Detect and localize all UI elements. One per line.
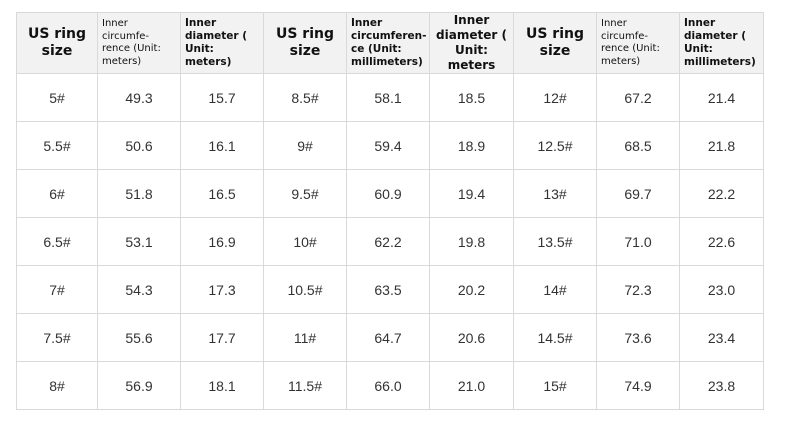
table-cell: 72.3: [596, 265, 680, 314]
header-cell: Inner diameter ( Unit: meters: [429, 12, 514, 74]
ring-size-table: US ring size Inner circumfe-rence (Unit:…: [16, 12, 764, 410]
table-cell: 16.1: [180, 121, 264, 170]
table-cell: 7.5#: [16, 313, 98, 362]
table-cell: 69.7: [596, 169, 680, 218]
table-cell: 21.0: [429, 361, 514, 410]
table-cell: 11#: [263, 313, 347, 362]
header-cell: Inner diameter ( Unit: millimeters): [679, 12, 764, 74]
table-row: 6.5# 53.1 16.9 10# 62.2 19.8 13.5# 71.0 22.6: [16, 217, 764, 266]
table-cell: 49.3: [97, 73, 181, 122]
table-cell: 9#: [263, 121, 347, 170]
table-row: 7.5# 55.6 17.7 11# 64.7 20.6 14.5# 73.6 23.4: [16, 313, 764, 362]
table-cell: 59.4: [346, 121, 430, 170]
table-cell: 9.5#: [263, 169, 347, 218]
table-cell: 68.5: [596, 121, 680, 170]
table-cell: 8#: [16, 361, 98, 410]
table-cell: 22.2: [679, 169, 764, 218]
header-cell: Inner circumfe-rence (Unit: meters): [97, 12, 181, 74]
table-cell: 16.9: [180, 217, 264, 266]
table-row: 5# 49.3 15.7 8.5# 58.1 18.5 12# 67.2 21.4: [16, 73, 764, 122]
header-cell: US ring size: [263, 12, 347, 74]
table-cell: 22.6: [679, 217, 764, 266]
table-cell: 56.9: [97, 361, 181, 410]
table-cell: 20.2: [429, 265, 514, 314]
table-cell: 10#: [263, 217, 347, 266]
table-cell: 55.6: [97, 313, 181, 362]
header-cell: US ring size: [16, 12, 98, 74]
table-cell: 5.5#: [16, 121, 98, 170]
table-cell: 74.9: [596, 361, 680, 410]
table-cell: 17.7: [180, 313, 264, 362]
table-body: 5# 49.3 15.7 8.5# 58.1 18.5 12# 67.2 21.4 5.5# 50.…: [16, 73, 764, 410]
table-cell: 23.8: [679, 361, 764, 410]
table-cell: 18.9: [429, 121, 514, 170]
table-cell: 54.3: [97, 265, 181, 314]
table-cell: 15.7: [180, 73, 264, 122]
table-cell: 8.5#: [263, 73, 347, 122]
table-container: US ring size Inner circumfe-rence (Unit:…: [16, 12, 764, 410]
table-cell: 19.8: [429, 217, 514, 266]
table-cell: 67.2: [596, 73, 680, 122]
header-cell: Inner circumfe-rence (Unit: meters): [596, 12, 680, 74]
table-cell: 20.6: [429, 313, 514, 362]
table-row: 6# 51.8 16.5 9.5# 60.9 19.4 13# 69.7 22.2: [16, 169, 764, 218]
table-cell: 71.0: [596, 217, 680, 266]
table-cell: 58.1: [346, 73, 430, 122]
table-cell: 11.5#: [263, 361, 347, 410]
table-cell: 60.9: [346, 169, 430, 218]
table-cell: 50.6: [97, 121, 181, 170]
table-cell: 13.5#: [513, 217, 597, 266]
header-cell: Inner diameter ( Unit: meters): [180, 12, 264, 74]
table-cell: 63.5: [346, 265, 430, 314]
table-cell: 12.5#: [513, 121, 597, 170]
table-cell: 5#: [16, 73, 98, 122]
table-cell: 64.7: [346, 313, 430, 362]
table-cell: 66.0: [346, 361, 430, 410]
table-cell: 21.4: [679, 73, 764, 122]
table-cell: 23.4: [679, 313, 764, 362]
table-cell: 14#: [513, 265, 597, 314]
table-cell: 62.2: [346, 217, 430, 266]
table-row: 5.5# 50.6 16.1 9# 59.4 18.9 12.5# 68.5 21.8: [16, 121, 764, 170]
header-row: US ring size Inner circumfe-rence (Unit:…: [16, 12, 764, 74]
header-cell: US ring size: [513, 12, 597, 74]
table-cell: 23.0: [679, 265, 764, 314]
table-cell: 6.5#: [16, 217, 98, 266]
table-cell: 12#: [513, 73, 597, 122]
header-cell: Inner circumferen-ce (Unit: millimeters): [346, 12, 430, 74]
table-cell: 18.1: [180, 361, 264, 410]
table-row: 7# 54.3 17.3 10.5# 63.5 20.2 14# 72.3 23.0: [16, 265, 764, 314]
table-cell: 15#: [513, 361, 597, 410]
table-cell: 19.4: [429, 169, 514, 218]
table-cell: 18.5: [429, 73, 514, 122]
table-cell: 6#: [16, 169, 98, 218]
table-cell: 17.3: [180, 265, 264, 314]
table-cell: 7#: [16, 265, 98, 314]
table-cell: 16.5: [180, 169, 264, 218]
table-cell: 21.8: [679, 121, 764, 170]
table-cell: 51.8: [97, 169, 181, 218]
table-row: 8# 56.9 18.1 11.5# 66.0 21.0 15# 74.9 23.8: [16, 361, 764, 410]
table-cell: 13#: [513, 169, 597, 218]
table-cell: 10.5#: [263, 265, 347, 314]
table-cell: 53.1: [97, 217, 181, 266]
table-cell: 14.5#: [513, 313, 597, 362]
table-cell: 73.6: [596, 313, 680, 362]
